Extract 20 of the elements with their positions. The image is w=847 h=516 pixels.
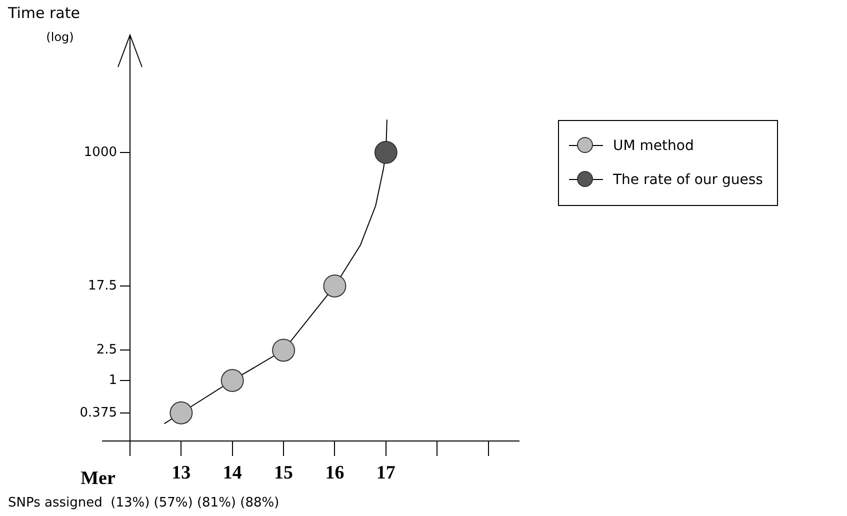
- y-tick-label: 1: [108, 372, 117, 388]
- point: [374, 140, 398, 164]
- point: [170, 401, 193, 424]
- y-tick-label: 17.5: [88, 278, 117, 294]
- x-tick-label: 17: [376, 462, 396, 484]
- y-tick-label: 1000: [84, 144, 117, 160]
- y-axis-title: Time rate (log): [7, 4, 80, 44]
- legend-label: UM method: [613, 138, 694, 154]
- point: [272, 338, 296, 362]
- point: [323, 274, 346, 298]
- x-tick-label: 15: [274, 462, 294, 484]
- x-axis-title: Mer: [80, 468, 116, 489]
- x-tick-label: 13: [172, 462, 191, 484]
- legend-label: The rate of our guess: [613, 172, 763, 188]
- y-tick-label: 0.375: [80, 405, 117, 420]
- text: SNPs assigned (13%) (57%) (81%) (88%): [8, 495, 280, 510]
- x-tick-label: 16: [325, 462, 344, 484]
- point: [220, 368, 244, 392]
- x-tick-label: 14: [222, 462, 242, 484]
- y-tick-label: 2.5: [96, 342, 117, 358]
